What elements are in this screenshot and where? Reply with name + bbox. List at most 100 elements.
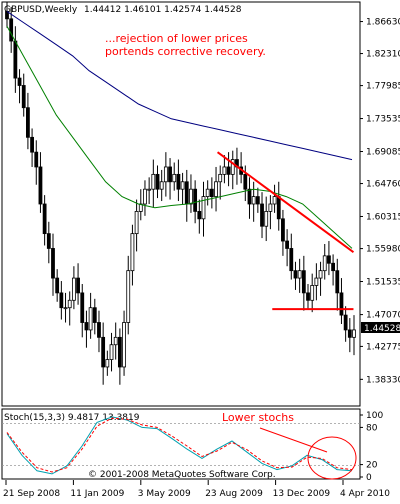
- candle-body: [9, 18, 14, 42]
- stochastic-lines: [6, 416, 353, 475]
- candle-body: [21, 85, 26, 109]
- stoch-axis: 100 80 20 0: [360, 411, 383, 483]
- candle-body: [180, 181, 185, 190]
- candle-body: [59, 292, 64, 309]
- candle-body: [272, 196, 277, 205]
- price-tick-label: 1.86630: [366, 18, 400, 28]
- candle-body: [63, 307, 68, 310]
- candle-body: [113, 336, 118, 346]
- candle-body: [201, 196, 206, 220]
- price-tick-label: 1.47070: [366, 311, 400, 321]
- candle-body: [151, 173, 156, 190]
- candle-body: [230, 159, 235, 175]
- candle-body: [331, 262, 335, 272]
- time-tick-label: 13 Dec 2009: [273, 489, 331, 499]
- price-tick-label: 1.82310: [366, 50, 400, 60]
- candle-body: [109, 344, 114, 360]
- candle-body: [327, 255, 331, 264]
- trendlines: [216, 151, 355, 311]
- candle-body: [92, 307, 97, 323]
- moving-averages: [6, 10, 353, 249]
- stoch-header: Stoch(15,3,3) 9.4817 13.3819: [4, 413, 140, 423]
- candle-body: [343, 314, 348, 331]
- copyright-text: © 2001-2008 MetaQuotes Software Corp.: [88, 470, 276, 480]
- candle-body: [101, 336, 106, 368]
- candle-body: [126, 270, 131, 323]
- candle-body: [352, 329, 356, 338]
- price-tick-label: 1.51535: [366, 278, 400, 288]
- candle-body: [243, 173, 248, 190]
- symbol-label: GBPUSD,Weekly: [4, 5, 78, 15]
- annotation-line-2: portends corrective recovery.: [105, 45, 266, 58]
- candle-body: [218, 173, 223, 183]
- candle-body: [314, 277, 319, 286]
- current-price-box: [361, 322, 400, 333]
- candle-body: [335, 270, 340, 294]
- candle-body: [247, 188, 252, 205]
- candle-body: [46, 233, 51, 249]
- stoch-panel: [1, 408, 361, 480]
- candle-body: [159, 181, 164, 190]
- candle-body: [30, 136, 34, 153]
- candle-body: [138, 203, 143, 212]
- candle-body: [17, 77, 22, 86]
- candle-body: [105, 359, 110, 368]
- candle-body: [214, 181, 218, 197]
- candle-body: [193, 188, 198, 212]
- time-tick-label: 11 Jan 2009: [70, 489, 124, 499]
- candle-body: [260, 203, 264, 227]
- candle-body: [26, 107, 30, 138]
- candle-body: [13, 40, 18, 79]
- price-tick-label: 1.42775: [366, 342, 400, 352]
- stoch-tick-label: 0: [366, 473, 372, 483]
- candle-body: [176, 173, 181, 190]
- candle-body: [184, 181, 189, 205]
- price-tick-label: 1.60315: [366, 212, 400, 222]
- candle-body: [289, 248, 294, 272]
- candle-body: [310, 285, 315, 301]
- candle-body: [71, 277, 76, 301]
- candle-body: [306, 292, 310, 301]
- candle-body: [117, 336, 122, 368]
- candle-body: [347, 329, 352, 338]
- time-axis: 21 Sep 2008 11 Jan 2009 3 May 2009 23 Aug 2…: [3, 480, 390, 499]
- candle-body: [276, 196, 281, 220]
- price-tick-label: 1.64760: [366, 180, 400, 190]
- stoch-tick-label: 80: [366, 423, 378, 433]
- candle-body: [80, 292, 85, 323]
- annotation-line-1: ...rejection of lower prices: [105, 32, 248, 45]
- candle-body: [264, 211, 269, 227]
- candle-body: [168, 166, 172, 183]
- candle-body: [318, 270, 323, 279]
- price-tick-label: 1.69085: [366, 148, 400, 158]
- candle-body: [34, 151, 39, 168]
- stoch-tick-label: 20: [366, 461, 378, 471]
- candle-body: [197, 211, 202, 220]
- price-tick-label: 1.38330: [366, 375, 400, 385]
- candle-body: [76, 277, 80, 294]
- candle-body: [251, 196, 256, 205]
- price-tick-label: 1.77985: [366, 82, 400, 92]
- candle-body: [339, 292, 344, 316]
- candle-body: [130, 233, 135, 272]
- ma-slow-line: [6, 10, 353, 161]
- current-price-label: 1.44528: [364, 324, 400, 334]
- time-tick-label: 3 May 2009: [138, 489, 191, 499]
- time-tick-label: 21 Sep 2008: [3, 489, 60, 499]
- candle-body: [189, 188, 193, 205]
- ohlc-label: 1.44412 1.46101 1.42574 1.44528: [84, 5, 242, 15]
- candle-body: [51, 248, 55, 279]
- candles-group: [5, 2, 356, 385]
- candle-body: [97, 322, 101, 338]
- candle-body: [38, 166, 43, 205]
- candle-body: [122, 322, 126, 368]
- candle-body: [143, 188, 147, 205]
- candle-body: [172, 173, 177, 183]
- stoch-main-line: [6, 416, 353, 475]
- candle-body: [226, 166, 231, 175]
- candle-body: [88, 307, 93, 331]
- candle-body: [205, 188, 210, 197]
- candle-body: [301, 270, 306, 294]
- resistance-trendline: [216, 151, 355, 253]
